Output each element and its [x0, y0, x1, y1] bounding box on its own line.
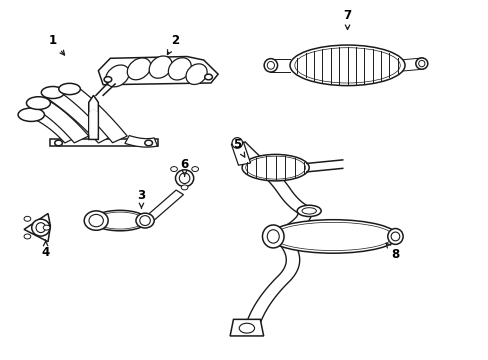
- Polygon shape: [89, 95, 98, 139]
- Ellipse shape: [96, 212, 143, 229]
- Ellipse shape: [418, 60, 424, 67]
- Ellipse shape: [92, 210, 147, 231]
- Circle shape: [43, 225, 50, 230]
- Circle shape: [170, 167, 177, 171]
- Ellipse shape: [289, 45, 404, 86]
- Ellipse shape: [136, 213, 154, 228]
- Text: 4: 4: [41, 240, 50, 259]
- Text: 2: 2: [167, 34, 179, 55]
- Circle shape: [144, 140, 152, 146]
- Ellipse shape: [149, 56, 172, 78]
- Circle shape: [204, 74, 212, 80]
- Ellipse shape: [232, 138, 242, 148]
- Ellipse shape: [18, 108, 44, 121]
- Ellipse shape: [264, 59, 277, 72]
- Polygon shape: [47, 89, 112, 143]
- Ellipse shape: [297, 205, 321, 216]
- Polygon shape: [63, 86, 127, 143]
- Ellipse shape: [26, 97, 50, 109]
- Ellipse shape: [239, 323, 254, 333]
- Ellipse shape: [41, 86, 64, 99]
- Polygon shape: [247, 231, 299, 323]
- Ellipse shape: [32, 219, 50, 236]
- Text: 3: 3: [137, 189, 145, 208]
- Ellipse shape: [140, 216, 150, 225]
- Ellipse shape: [272, 222, 393, 251]
- Ellipse shape: [390, 232, 399, 241]
- Ellipse shape: [415, 58, 427, 69]
- Ellipse shape: [179, 173, 189, 184]
- Polygon shape: [231, 142, 250, 165]
- Polygon shape: [36, 99, 89, 143]
- Text: 1: 1: [49, 34, 64, 55]
- Ellipse shape: [89, 215, 103, 227]
- Ellipse shape: [387, 229, 402, 244]
- Polygon shape: [24, 213, 50, 242]
- Polygon shape: [234, 142, 311, 240]
- Text: 5: 5: [233, 138, 244, 157]
- Circle shape: [191, 167, 198, 171]
- Polygon shape: [90, 109, 97, 134]
- Circle shape: [24, 234, 31, 239]
- Ellipse shape: [175, 170, 193, 187]
- Text: 8: 8: [386, 243, 399, 261]
- Circle shape: [104, 77, 112, 82]
- Polygon shape: [143, 190, 183, 223]
- Ellipse shape: [262, 225, 284, 248]
- Ellipse shape: [242, 154, 308, 181]
- Ellipse shape: [268, 220, 397, 253]
- Ellipse shape: [245, 156, 305, 179]
- Polygon shape: [230, 319, 263, 336]
- Ellipse shape: [36, 223, 45, 233]
- Text: 6: 6: [180, 158, 188, 176]
- Text: 7: 7: [343, 9, 351, 30]
- Ellipse shape: [127, 58, 150, 80]
- Circle shape: [181, 185, 187, 190]
- Ellipse shape: [84, 211, 108, 230]
- Ellipse shape: [59, 83, 80, 95]
- Polygon shape: [98, 57, 218, 85]
- Polygon shape: [124, 135, 157, 147]
- Ellipse shape: [168, 58, 191, 80]
- Ellipse shape: [294, 48, 399, 83]
- Ellipse shape: [267, 62, 274, 69]
- Polygon shape: [50, 139, 158, 147]
- Circle shape: [24, 216, 31, 221]
- Ellipse shape: [185, 64, 207, 85]
- Ellipse shape: [267, 230, 279, 243]
- Polygon shape: [36, 109, 79, 143]
- Ellipse shape: [302, 208, 316, 214]
- Circle shape: [55, 140, 62, 146]
- Ellipse shape: [105, 65, 129, 87]
